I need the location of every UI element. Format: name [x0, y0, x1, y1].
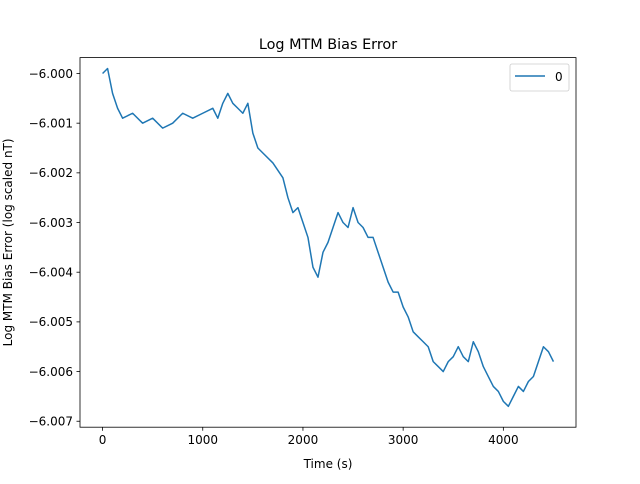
x-tick-label: 0: [99, 433, 107, 447]
y-tick-label: −6.005: [29, 315, 73, 329]
y-tick-label: −6.004: [29, 266, 73, 280]
y-tick-label: −6.001: [29, 116, 73, 130]
y-tick-label: −6.006: [29, 365, 73, 379]
y-tick-label: −6.000: [29, 67, 73, 81]
y-tick-label: −6.007: [29, 415, 73, 429]
chart-title: Log MTM Bias Error: [259, 37, 397, 53]
x-tick-label: 2000: [288, 433, 319, 447]
x-tick-label: 3000: [388, 433, 419, 447]
x-tick-label: 1000: [187, 433, 218, 447]
legend: 0: [510, 64, 569, 91]
x-axis-label: Time (s): [303, 457, 353, 471]
y-tick-label: −6.003: [29, 216, 73, 230]
x-tick-label: 4000: [488, 433, 519, 447]
y-tick-label: −6.002: [29, 166, 73, 180]
legend-label: 0: [555, 70, 563, 84]
y-axis-label: Log MTM Bias Error (log scaled nT): [1, 138, 15, 346]
